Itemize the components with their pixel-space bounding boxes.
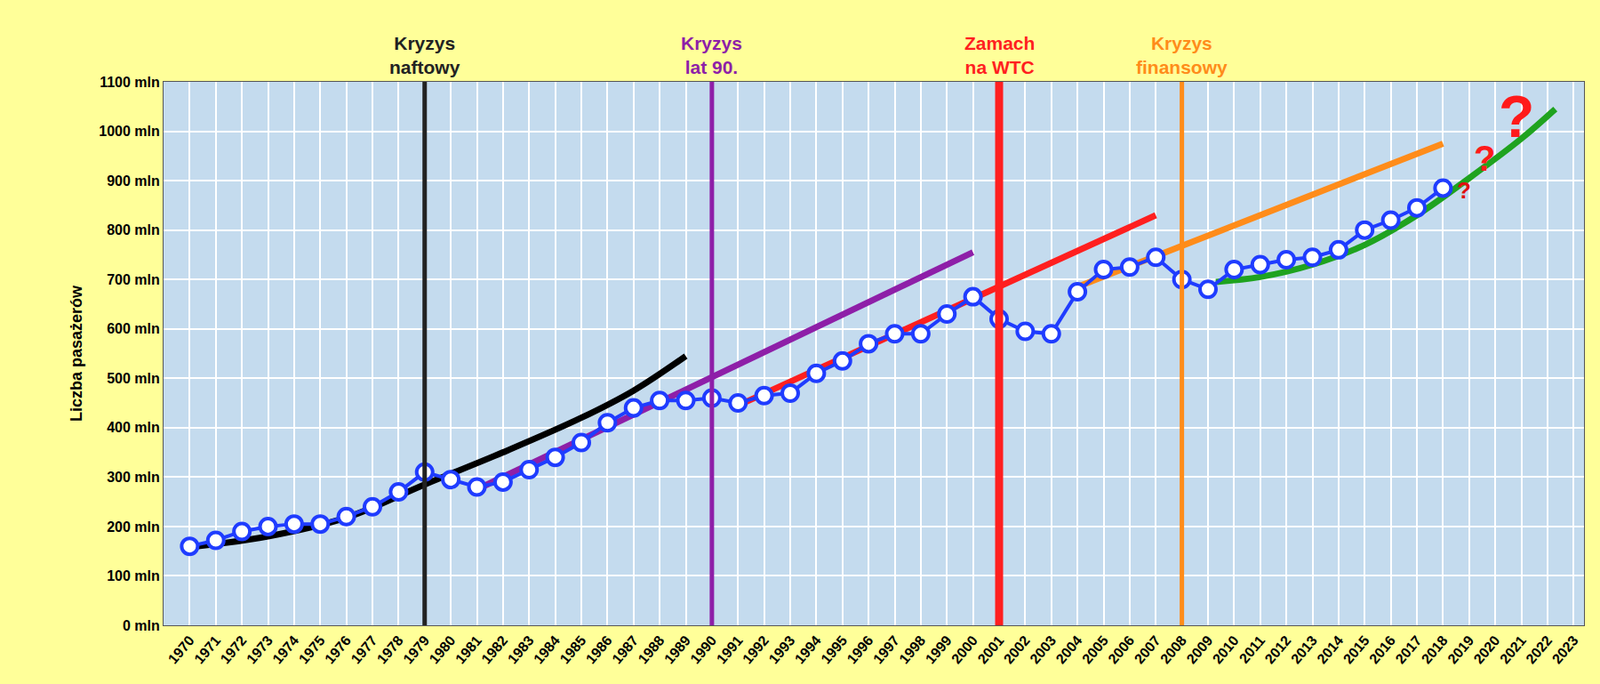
svg-text:1000 mln: 1000 mln	[98, 123, 160, 139]
svg-text:1998: 1998	[896, 632, 928, 666]
svg-text:Zamachna WTC: Zamachna WTC	[964, 32, 1035, 78]
svg-text:?: ?	[1498, 83, 1535, 150]
svg-text:1976: 1976	[321, 632, 354, 666]
svg-text:2012: 2012	[1262, 632, 1295, 666]
svg-text:1975: 1975	[296, 632, 328, 666]
svg-text:1973: 1973	[243, 632, 276, 666]
svg-text:2022: 2022	[1522, 632, 1555, 666]
svg-text:1100 mln: 1100 mln	[99, 74, 160, 90]
svg-text:1977: 1977	[348, 632, 381, 666]
svg-text:2009: 2009	[1184, 632, 1216, 666]
svg-text:1997: 1997	[870, 632, 903, 666]
svg-text:500 mln: 500 mln	[106, 370, 160, 386]
svg-text:1978: 1978	[374, 632, 407, 666]
svg-text:400 mln: 400 mln	[106, 419, 160, 435]
svg-text:1993: 1993	[766, 632, 799, 666]
svg-text:2003: 2003	[1026, 632, 1059, 666]
svg-text:1986: 1986	[583, 632, 616, 666]
svg-text:1971: 1971	[191, 632, 224, 666]
svg-text:2020: 2020	[1471, 632, 1504, 666]
svg-text:1994: 1994	[792, 632, 824, 666]
svg-text:100 mln: 100 mln	[106, 568, 160, 584]
svg-text:Liczba pasażerów: Liczba pasażerów	[67, 284, 86, 422]
svg-text:2005: 2005	[1079, 632, 1112, 666]
svg-text:1981: 1981	[452, 632, 485, 666]
svg-text:1992: 1992	[739, 632, 772, 666]
svg-text:1982: 1982	[478, 632, 511, 666]
svg-text:1979: 1979	[400, 632, 432, 666]
svg-text:1987: 1987	[608, 632, 641, 666]
svg-text:1974: 1974	[269, 632, 302, 666]
svg-text:Kryzysnaftowy: Kryzysnaftowy	[389, 32, 461, 78]
svg-text:0 mln: 0 mln	[122, 617, 160, 633]
svg-text:1988: 1988	[635, 632, 668, 666]
svg-text:800 mln: 800 mln	[106, 222, 160, 238]
svg-text:1996: 1996	[844, 632, 877, 666]
svg-text:2015: 2015	[1340, 632, 1373, 666]
svg-text:2004: 2004	[1053, 632, 1086, 666]
svg-text:200 mln: 200 mln	[106, 519, 160, 535]
svg-text:2007: 2007	[1131, 632, 1164, 666]
svg-text:2001: 2001	[975, 632, 1008, 666]
svg-text:2000: 2000	[948, 632, 981, 666]
svg-text:1970: 1970	[165, 632, 198, 666]
svg-text:Kryzysfinansowy: Kryzysfinansowy	[1136, 32, 1228, 78]
svg-text:700 mln: 700 mln	[106, 272, 160, 288]
svg-text:2008: 2008	[1157, 632, 1190, 666]
svg-text:1999: 1999	[922, 632, 955, 666]
svg-text:1980: 1980	[426, 632, 459, 666]
svg-text:600 mln: 600 mln	[106, 320, 160, 336]
svg-text:2011: 2011	[1236, 632, 1268, 666]
svg-text:1990: 1990	[687, 632, 720, 666]
svg-text:2013: 2013	[1288, 632, 1320, 666]
svg-text:900 mln: 900 mln	[106, 173, 160, 189]
svg-text:2019: 2019	[1444, 632, 1477, 666]
svg-text:2014: 2014	[1313, 632, 1346, 666]
svg-text:2010: 2010	[1209, 632, 1242, 666]
svg-text:1995: 1995	[817, 632, 850, 666]
svg-text:2017: 2017	[1392, 632, 1425, 666]
svg-text:2021: 2021	[1496, 632, 1529, 666]
svg-text:1984: 1984	[530, 632, 563, 666]
svg-text:2006: 2006	[1104, 632, 1137, 666]
svg-text:1991: 1991	[713, 632, 746, 666]
svg-text:?: ?	[1473, 138, 1496, 178]
svg-text:?: ?	[1456, 176, 1472, 204]
svg-text:Kryzyslat 90.: Kryzyslat 90.	[680, 32, 743, 78]
svg-text:1972: 1972	[217, 632, 250, 666]
svg-text:2023: 2023	[1549, 632, 1582, 666]
svg-text:1983: 1983	[504, 632, 537, 666]
svg-text:2016: 2016	[1366, 632, 1399, 666]
svg-text:2002: 2002	[1000, 632, 1033, 666]
svg-text:1985: 1985	[557, 632, 590, 666]
svg-text:1989: 1989	[661, 632, 694, 666]
svg-text:300 mln: 300 mln	[106, 469, 160, 485]
svg-text:2018: 2018	[1418, 632, 1451, 666]
